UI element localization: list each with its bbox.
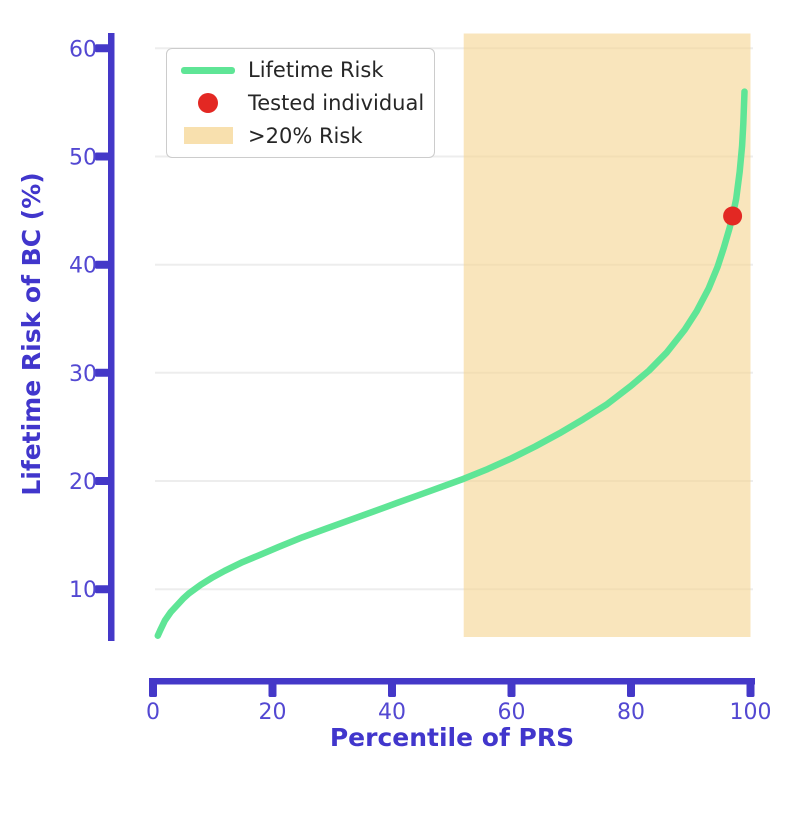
y-axis-tick-labels: 10 20 30 40 50 60	[69, 37, 97, 603]
tested-individual-marker	[723, 206, 743, 226]
y-axis-label: Lifetime Risk of BC (%)	[17, 172, 46, 495]
legend-label: Tested individual	[248, 90, 425, 115]
x-tick-label-0: 0	[146, 700, 160, 725]
high-risk-region	[463, 33, 751, 637]
y-axis-spine	[108, 33, 115, 641]
x-tick-label-100: 100	[730, 700, 772, 725]
y-axis-ticks	[95, 44, 109, 594]
legend-label: Lifetime Risk	[248, 58, 384, 83]
x-tick-60	[507, 681, 516, 697]
y-tick-label-20: 20	[69, 470, 97, 495]
y-tick-30	[95, 368, 109, 377]
y-tick-label-30: 30	[69, 362, 97, 387]
x-tick-80	[627, 681, 635, 697]
legend-item-risk-region: >20% Risk	[175, 120, 426, 152]
y-tick-40	[95, 260, 109, 269]
y-tick-label-60: 60	[69, 37, 97, 62]
x-axis-label: Percentile of PRS	[330, 723, 574, 752]
legend-label: >20% Risk	[248, 123, 363, 148]
x-tick-20	[268, 681, 277, 697]
y-tick-20	[95, 477, 109, 485]
line-swatch-icon	[181, 66, 235, 74]
x-tick-label-60: 60	[498, 700, 526, 725]
legend-item-lifetime-risk: Lifetime Risk	[175, 54, 426, 86]
legend-item-tested-individual: Tested individual	[175, 87, 426, 119]
y-tick-label-40: 40	[69, 254, 97, 279]
x-tick-label-40: 40	[378, 700, 406, 725]
x-tick-0	[149, 681, 157, 697]
region-swatch-icon	[183, 127, 233, 145]
x-tick-100	[746, 681, 755, 697]
x-tick-label-20: 20	[259, 700, 287, 725]
y-tick-label-10: 10	[69, 578, 97, 603]
legend: Lifetime Risk Tested individual >20% Ris…	[166, 48, 435, 158]
x-axis-ticks	[149, 681, 755, 697]
x-tick-label-80: 80	[617, 700, 645, 725]
dot-swatch-icon	[198, 92, 218, 113]
y-tick-60	[95, 44, 109, 53]
x-axis-tick-labels: 0 20 40 60 80 100	[146, 700, 772, 725]
x-axis-spine	[149, 678, 755, 685]
y-tick-50	[95, 152, 109, 161]
y-tick-10	[95, 585, 109, 594]
lifetime-risk-curve	[154, 88, 748, 639]
y-tick-label-50: 50	[69, 146, 97, 171]
x-tick-40	[388, 681, 396, 697]
